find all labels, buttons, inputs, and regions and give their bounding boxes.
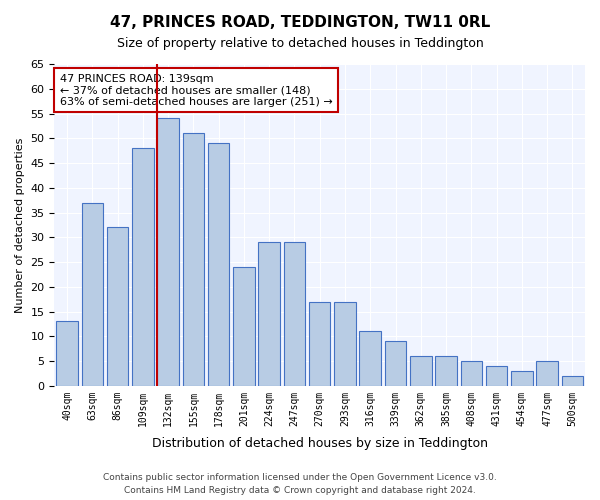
Text: Contains public sector information licensed under the Open Government Licence v3: Contains public sector information licen… — [103, 474, 497, 482]
Bar — [536, 361, 558, 386]
Text: Size of property relative to detached houses in Teddington: Size of property relative to detached ho… — [116, 38, 484, 51]
Bar — [56, 322, 78, 386]
Bar — [182, 134, 204, 386]
Bar — [461, 361, 482, 386]
Bar — [435, 356, 457, 386]
Bar — [132, 148, 154, 386]
Bar — [208, 143, 229, 386]
Bar — [486, 366, 508, 386]
Bar — [511, 371, 533, 386]
Y-axis label: Number of detached properties: Number of detached properties — [15, 137, 25, 312]
Bar — [259, 242, 280, 386]
Bar — [562, 376, 583, 386]
Text: Contains HM Land Registry data © Crown copyright and database right 2024.: Contains HM Land Registry data © Crown c… — [124, 486, 476, 495]
Bar — [309, 302, 331, 386]
Bar — [410, 356, 431, 386]
Bar — [233, 267, 254, 386]
Bar — [284, 242, 305, 386]
Bar — [359, 332, 381, 386]
Bar — [107, 228, 128, 386]
Bar — [385, 341, 406, 386]
Bar — [82, 202, 103, 386]
Text: 47 PRINCES ROAD: 139sqm
← 37% of detached houses are smaller (148)
63% of semi-d: 47 PRINCES ROAD: 139sqm ← 37% of detache… — [60, 74, 332, 107]
X-axis label: Distribution of detached houses by size in Teddington: Distribution of detached houses by size … — [152, 437, 488, 450]
Bar — [157, 118, 179, 386]
Bar — [334, 302, 356, 386]
Text: 47, PRINCES ROAD, TEDDINGTON, TW11 0RL: 47, PRINCES ROAD, TEDDINGTON, TW11 0RL — [110, 15, 490, 30]
